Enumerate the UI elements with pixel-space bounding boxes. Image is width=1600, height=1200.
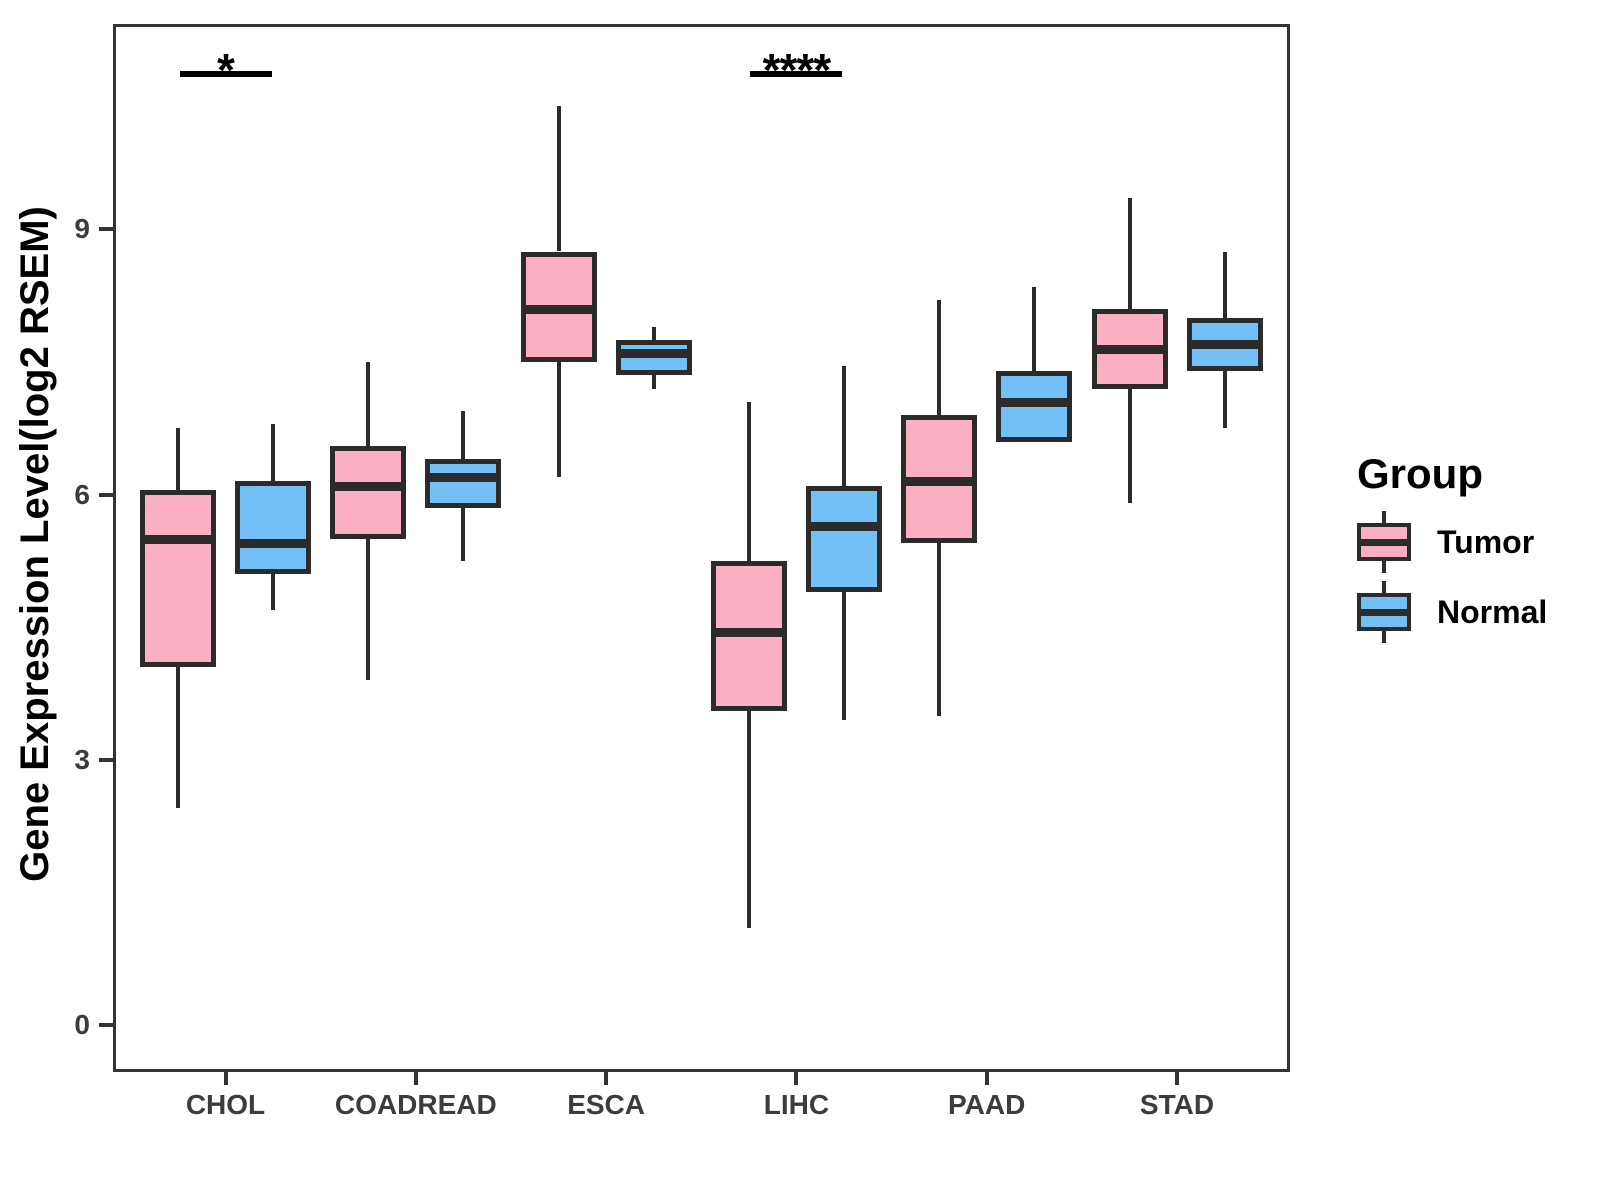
whisker-lower-tumor-PAAD (937, 543, 942, 716)
x-tick-label-STAD: STAD (1139, 1089, 1215, 1120)
significance-bar-LIHC (750, 71, 843, 77)
whisker-lower-tumor-LIHC (746, 711, 751, 928)
whisker-lower-tumor-COADREAD (366, 538, 371, 681)
glyph-median (1357, 609, 1411, 616)
x-tick-label-COADREAD: COADREAD (334, 1089, 497, 1120)
whisker-lower-tumor-ESCA (556, 362, 561, 477)
y-tick-label-0: 0 (74, 1009, 90, 1040)
y-tick-label-3: 3 (74, 743, 90, 775)
y-tick-label-6: 6 (74, 478, 90, 510)
whisker-upper-normal-ESCA (651, 326, 656, 340)
median-tumor-STAD (1091, 344, 1168, 354)
whisker-lower-normal-STAD (1222, 370, 1227, 429)
whisker-upper-normal-PAAD (1032, 286, 1037, 371)
y-tick-mark (99, 757, 113, 762)
box-tumor-CHOL (140, 490, 216, 667)
x-tick-mark (604, 1072, 609, 1085)
box-normal-LIHC (805, 485, 882, 592)
x-tick-label-ESCA: ESCA (567, 1089, 645, 1120)
whisker-lower-normal-CHOL (271, 574, 275, 610)
median-normal-STAD (1186, 340, 1263, 350)
x-tick-label-PAAD: PAAD (948, 1089, 1026, 1120)
whisker-lower-normal-ESCA (651, 375, 656, 389)
whisker-upper-normal-STAD (1222, 251, 1227, 318)
median-normal-ESCA (615, 349, 692, 359)
whisker-upper-normal-LIHC (841, 366, 846, 486)
median-tumor-ESCA (520, 304, 597, 314)
x-tick-mark (794, 1072, 799, 1085)
median-normal-COADREAD (425, 472, 502, 482)
normal-boxplot-glyph (1357, 581, 1411, 643)
whisker-lower-normal-LIHC (841, 591, 846, 720)
legend-label-normal: Normal (1437, 593, 1548, 630)
y-tick-label-9: 9 (74, 213, 90, 245)
significance-stars-CHOL: * (217, 44, 235, 96)
whisker-lower-tumor-CHOL (176, 666, 180, 809)
median-tumor-CHOL (140, 534, 216, 544)
significance-stars-LIHC: **** (762, 44, 832, 96)
legend-title: Group (1357, 450, 1483, 497)
median-tumor-LIHC (710, 627, 787, 637)
y-tick-mark (99, 492, 113, 497)
median-tumor-COADREAD (330, 481, 407, 491)
tumor-boxplot-glyph (1357, 511, 1411, 573)
median-normal-LIHC (805, 521, 882, 531)
whisker-upper-tumor-ESCA (556, 105, 561, 252)
legend-item-tumor: Tumor (1357, 511, 1547, 573)
whisker-upper-tumor-LIHC (746, 401, 751, 561)
legend-label-tumor: Tumor (1437, 523, 1535, 560)
whisker-lower-normal-COADREAD (461, 507, 466, 561)
x-tick-label-LIHC: LIHC (763, 1089, 830, 1120)
whisker-upper-tumor-STAD (1127, 198, 1132, 309)
y-tick-mark (99, 1023, 113, 1027)
glyph-median (1357, 539, 1411, 546)
x-tick-mark (413, 1072, 418, 1085)
whisker-upper-tumor-CHOL (176, 428, 180, 491)
whisker-lower-tumor-STAD (1127, 388, 1132, 504)
box-tumor-COADREAD (330, 445, 407, 539)
whisker-upper-normal-COADREAD (461, 410, 466, 460)
whisker-upper-tumor-COADREAD (366, 362, 371, 446)
median-normal-PAAD (996, 397, 1073, 407)
whisker-upper-tumor-PAAD (937, 300, 942, 416)
median-normal-CHOL (235, 539, 311, 549)
x-tick-mark (984, 1072, 989, 1085)
median-tumor-PAAD (901, 477, 978, 487)
significance-bar-CHOL (179, 71, 272, 77)
y-axis-title: Gene Expression Level(log2 RSEM) (13, 206, 57, 882)
legend: Group Tumor Normal (1357, 450, 1547, 651)
legend-item-normal: Normal (1357, 581, 1547, 643)
x-tick-mark (223, 1072, 228, 1085)
box-normal-COADREAD (425, 459, 502, 508)
y-tick-mark (99, 227, 113, 232)
x-tick-mark (1175, 1072, 1179, 1085)
whisker-upper-normal-CHOL (271, 423, 275, 482)
box-normal-CHOL (235, 481, 311, 575)
x-tick-label-CHOL: CHOL (185, 1089, 266, 1120)
